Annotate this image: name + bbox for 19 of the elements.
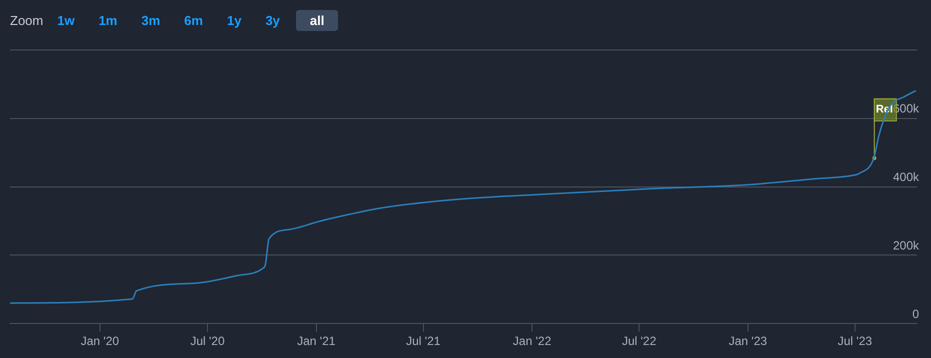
- x-tick-label: Jan '21: [297, 334, 336, 348]
- text: 1y: [226, 12, 242, 30]
- x-tick-label: Jul '22: [622, 334, 657, 348]
- x-tick-label: Jan '22: [512, 334, 552, 348]
- text: 3m: [140, 12, 162, 30]
- y-tick-label: 0: [912, 306, 920, 321]
- y-tick-label: 200k: [892, 238, 920, 253]
- text: all: [296, 10, 338, 30]
- text: 3y: [264, 12, 281, 30]
- x-tick-label: Jul '23: [838, 334, 872, 348]
- text: 6m: [183, 12, 204, 30]
- y-tick-label: 400k: [892, 170, 920, 184]
- x-tick-label: Jan '20: [80, 334, 120, 348]
- text: 1w: [56, 12, 76, 30]
- text: 1m: [98, 12, 118, 30]
- x-tick-label: Jul '21: [406, 334, 441, 348]
- x-tick-label: Jul '20: [190, 334, 225, 348]
- text: Zoom: [10, 12, 44, 28]
- x-tick-label: Jan '23: [728, 334, 768, 348]
